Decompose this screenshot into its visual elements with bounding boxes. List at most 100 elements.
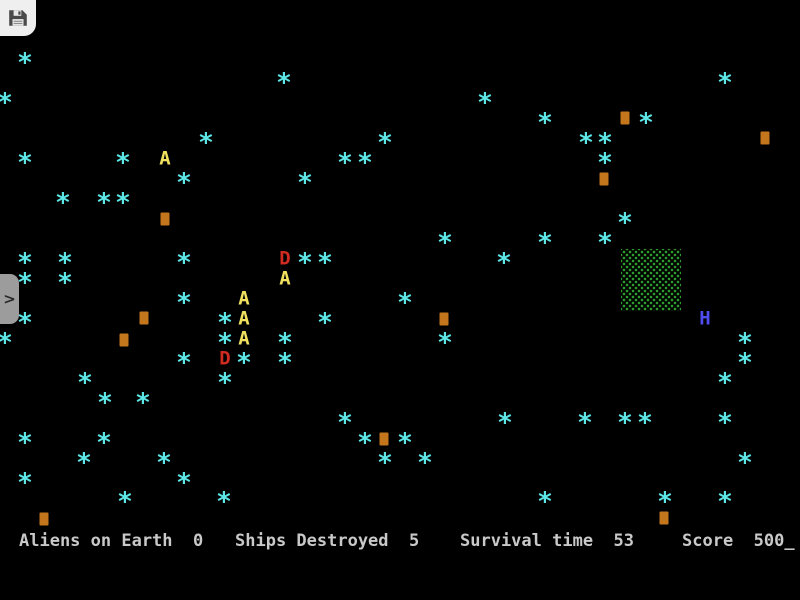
floppy-icon bbox=[7, 7, 29, 29]
star: * bbox=[617, 207, 633, 238]
star: * bbox=[737, 447, 753, 478]
star: * bbox=[337, 407, 353, 438]
star: * bbox=[276, 67, 292, 98]
status-label: Survival time bbox=[460, 531, 614, 551]
alien-a: A bbox=[238, 287, 250, 310]
star: * bbox=[0, 90, 13, 116]
star: * bbox=[417, 447, 433, 478]
debris-block bbox=[39, 512, 49, 526]
star: * bbox=[537, 227, 553, 258]
status-group: Ships Destroyed 5 bbox=[235, 531, 419, 551]
star: * bbox=[176, 347, 192, 378]
debris-block bbox=[620, 111, 630, 125]
sidebar-expand-tab[interactable]: > bbox=[0, 274, 19, 324]
star: * bbox=[437, 227, 453, 258]
status-group: Survival time 53 bbox=[460, 531, 634, 551]
star: * bbox=[0, 330, 13, 356]
star: * bbox=[397, 427, 413, 458]
alien-a: A bbox=[279, 267, 291, 290]
status-bar: Aliens on Earth 0 Ships Destroyed 5 Surviv… bbox=[0, 531, 800, 551]
star: * bbox=[17, 247, 33, 278]
star: * bbox=[236, 347, 252, 378]
star: * bbox=[277, 347, 293, 378]
star: * bbox=[437, 327, 453, 358]
star: * bbox=[17, 427, 33, 458]
star: * bbox=[597, 227, 613, 258]
star: * bbox=[717, 486, 733, 517]
star: * bbox=[537, 486, 553, 517]
chevron-right-icon: > bbox=[3, 290, 16, 308]
star: * bbox=[115, 147, 131, 178]
star: * bbox=[17, 467, 33, 498]
debris-block bbox=[599, 172, 609, 186]
star: * bbox=[496, 247, 512, 278]
star: * bbox=[217, 307, 233, 338]
star: * bbox=[297, 167, 313, 198]
debris-block bbox=[439, 312, 449, 326]
star: * bbox=[198, 127, 214, 158]
debris-block bbox=[119, 333, 129, 347]
star: * bbox=[96, 427, 112, 458]
star: * bbox=[76, 447, 92, 478]
star: * bbox=[377, 447, 393, 478]
destroyer-d: D bbox=[219, 347, 231, 370]
star: * bbox=[597, 147, 613, 178]
star: * bbox=[597, 127, 613, 158]
star: * bbox=[297, 247, 313, 278]
text-cursor: _ bbox=[784, 531, 795, 551]
debris-block bbox=[760, 131, 770, 145]
status-group: Score 500_ bbox=[682, 531, 795, 551]
star: * bbox=[717, 367, 733, 398]
status-label: Ships Destroyed bbox=[235, 531, 409, 551]
star: * bbox=[357, 147, 373, 178]
star: * bbox=[337, 147, 353, 178]
alien-a: A bbox=[238, 327, 250, 350]
star: * bbox=[17, 267, 33, 298]
status-label: Aliens on Earth bbox=[19, 531, 193, 551]
star: * bbox=[217, 367, 233, 398]
star: * bbox=[17, 147, 33, 178]
star: * bbox=[217, 327, 233, 358]
save-button[interactable] bbox=[0, 0, 36, 36]
status-group: Aliens on Earth 0 bbox=[19, 531, 203, 551]
star: * bbox=[176, 467, 192, 498]
star: * bbox=[17, 47, 33, 78]
debris-block bbox=[379, 432, 389, 446]
star: * bbox=[135, 387, 151, 418]
star: * bbox=[737, 327, 753, 358]
star: * bbox=[216, 486, 232, 517]
debris-block bbox=[139, 311, 149, 325]
star: * bbox=[638, 107, 654, 138]
star: * bbox=[397, 287, 413, 318]
destroyer-d: D bbox=[279, 247, 291, 270]
star: * bbox=[277, 327, 293, 358]
star: * bbox=[115, 187, 131, 218]
star: * bbox=[57, 247, 73, 278]
star: * bbox=[357, 427, 373, 458]
star: * bbox=[96, 187, 112, 218]
star: * bbox=[717, 407, 733, 438]
star: * bbox=[176, 167, 192, 198]
star: * bbox=[377, 127, 393, 158]
star: * bbox=[176, 287, 192, 318]
debris-block bbox=[659, 511, 669, 525]
star: * bbox=[317, 247, 333, 278]
status-value: 53 bbox=[613, 531, 635, 551]
status-value: 5 bbox=[409, 531, 420, 551]
star: * bbox=[717, 67, 733, 98]
star: * bbox=[477, 87, 493, 118]
status-value: 0 bbox=[193, 531, 204, 551]
star: * bbox=[117, 486, 133, 517]
alien-a: A bbox=[159, 147, 171, 170]
star: * bbox=[55, 187, 71, 218]
star: * bbox=[637, 407, 653, 438]
star: * bbox=[97, 387, 113, 418]
star: * bbox=[57, 267, 73, 298]
player-h: H bbox=[699, 307, 711, 330]
star: * bbox=[617, 407, 633, 438]
status-value: 500 bbox=[753, 531, 785, 551]
star: * bbox=[577, 407, 593, 438]
status-label: Score bbox=[682, 531, 754, 551]
star: * bbox=[317, 307, 333, 338]
